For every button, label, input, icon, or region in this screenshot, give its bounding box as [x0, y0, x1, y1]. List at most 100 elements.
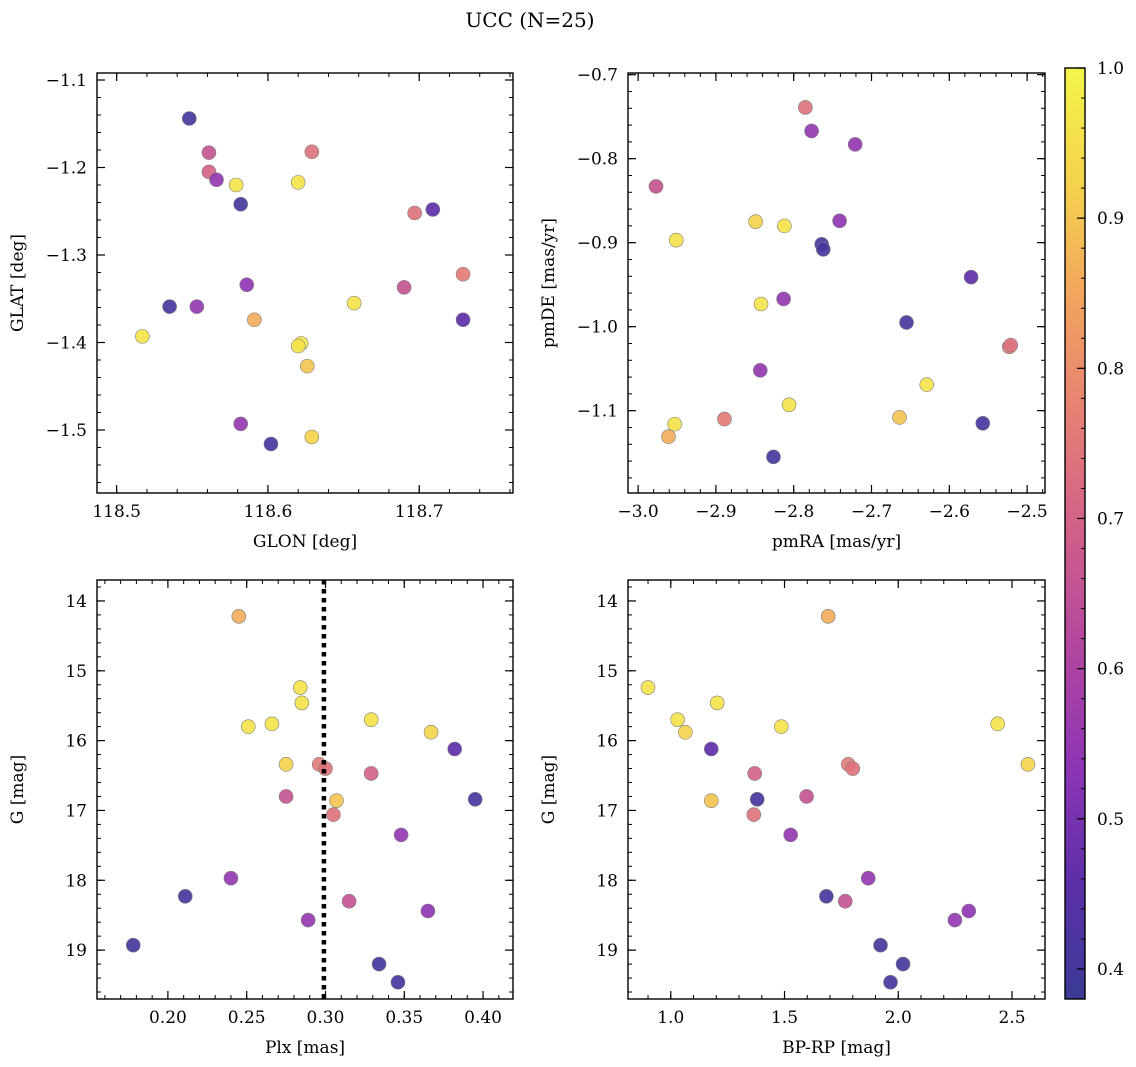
data-point — [346, 295, 362, 311]
data-point — [423, 724, 439, 740]
data-point — [239, 277, 255, 293]
data-point — [371, 956, 387, 972]
axes-frame — [627, 72, 1046, 494]
data-point — [135, 329, 150, 344]
y-tick-label: −1.2 — [46, 159, 87, 179]
data-point — [326, 807, 341, 822]
data-point — [947, 912, 963, 928]
data-point — [467, 791, 483, 807]
x-tick-label: −2.9 — [695, 502, 736, 522]
data-point — [299, 358, 315, 374]
data-point — [776, 291, 791, 307]
y-axis-label: G [mag] — [8, 755, 28, 824]
x-tick-label: 1.0 — [657, 1008, 684, 1028]
y-tick-label: 17 — [596, 801, 618, 821]
x-tick-label: 118.5 — [92, 502, 141, 522]
colorbar-tick-label: 0.7 — [1097, 509, 1124, 529]
data-point — [648, 179, 664, 194]
data-point — [455, 312, 471, 328]
data-point — [363, 712, 379, 727]
x-tick-label: 0.25 — [228, 1008, 266, 1028]
data-point — [304, 144, 320, 160]
data-point — [290, 175, 306, 190]
data-point — [390, 974, 406, 990]
data-point — [820, 609, 836, 624]
panel-bprp-g: 1.0 1.5 2.0 2.5 14 15 16 17 18 19 BP-RP [mag] G [ma… — [539, 579, 1046, 1058]
y-tick-label: −0.9 — [577, 234, 618, 254]
data-point — [990, 716, 1005, 732]
data-point — [407, 205, 422, 221]
y-tick-label: 19 — [65, 941, 87, 961]
data-point — [845, 761, 861, 776]
plot-area — [640, 609, 1036, 990]
data-point — [860, 870, 876, 886]
data-point — [873, 937, 888, 953]
plot-area — [648, 100, 1019, 465]
colorbar-tick-label: 1.0 — [1097, 59, 1124, 79]
data-point — [292, 680, 308, 695]
data-point — [1020, 757, 1036, 772]
panel-plx-g: 0.20 0.25 0.30 0.35 0.40 14 15 16 17 18 19 Plx [mas… — [8, 579, 514, 1058]
data-point — [455, 266, 471, 282]
data-point — [883, 974, 898, 990]
axes-frame — [627, 579, 1046, 1000]
y-tick-label: −1.1 — [46, 71, 87, 91]
data-point — [233, 416, 249, 432]
axes-frame — [96, 72, 514, 494]
data-point — [753, 296, 769, 312]
colorbar-gradient — [1064, 67, 1086, 1000]
data-point — [125, 937, 141, 953]
data-point — [393, 827, 409, 843]
data-point — [895, 956, 911, 972]
x-tick-label: −2.6 — [929, 502, 970, 522]
data-point — [798, 100, 813, 115]
y-tick-label: −1.5 — [46, 421, 87, 441]
y-tick-label: 15 — [65, 662, 87, 682]
data-point — [752, 363, 768, 378]
y-tick-label: 16 — [65, 732, 87, 752]
data-point — [181, 111, 197, 126]
x-tick-label: −2.8 — [773, 502, 814, 522]
x-axis-label: BP-RP [mag] — [782, 1038, 891, 1058]
y-tick-label: 16 — [596, 732, 618, 752]
data-point — [668, 232, 684, 248]
data-point — [777, 218, 792, 234]
data-point — [799, 789, 814, 804]
data-point — [961, 903, 977, 919]
colorbar-tick-label: 0.6 — [1097, 660, 1124, 680]
y-tick-label: −0.7 — [577, 66, 618, 86]
y-tick-label: −1.3 — [46, 246, 87, 266]
data-point — [746, 807, 762, 822]
data-point — [278, 789, 294, 804]
plot-area — [125, 609, 483, 990]
data-point — [363, 766, 379, 781]
data-point — [209, 172, 224, 188]
data-point — [396, 280, 412, 295]
y-tick-label: 19 — [596, 941, 618, 961]
data-point — [290, 338, 306, 354]
data-point — [1003, 337, 1019, 353]
y-tick-label: −1.1 — [577, 402, 618, 422]
x-tick-label: 2.0 — [885, 1008, 912, 1028]
data-point — [804, 123, 819, 139]
data-point — [703, 741, 719, 757]
axes-frame — [96, 579, 514, 1000]
data-point — [919, 377, 935, 392]
colorbar-tick-label: 0.9 — [1097, 209, 1124, 229]
data-point — [447, 741, 462, 757]
y-tick-label: 14 — [596, 592, 618, 612]
y-tick-label: −1.4 — [46, 334, 87, 354]
colorbar-tick-label: 0.8 — [1097, 359, 1124, 379]
data-point — [667, 416, 682, 432]
x-tick-label: 2.5 — [998, 1008, 1025, 1028]
colorbar: 0.4 0.5 0.6 0.7 0.8 0.9 1.0 — [1064, 59, 1124, 1000]
x-tick-label: −3.0 — [617, 502, 658, 522]
y-tick-label: 18 — [596, 871, 618, 891]
figure-title: UCC (N=25) — [465, 8, 594, 32]
data-point — [670, 712, 685, 727]
data-point — [177, 889, 193, 904]
y-tick-label: 14 — [65, 592, 87, 612]
y-tick-label: 17 — [65, 801, 87, 821]
data-point — [975, 415, 991, 431]
y-tick-label: −0.8 — [577, 150, 618, 170]
